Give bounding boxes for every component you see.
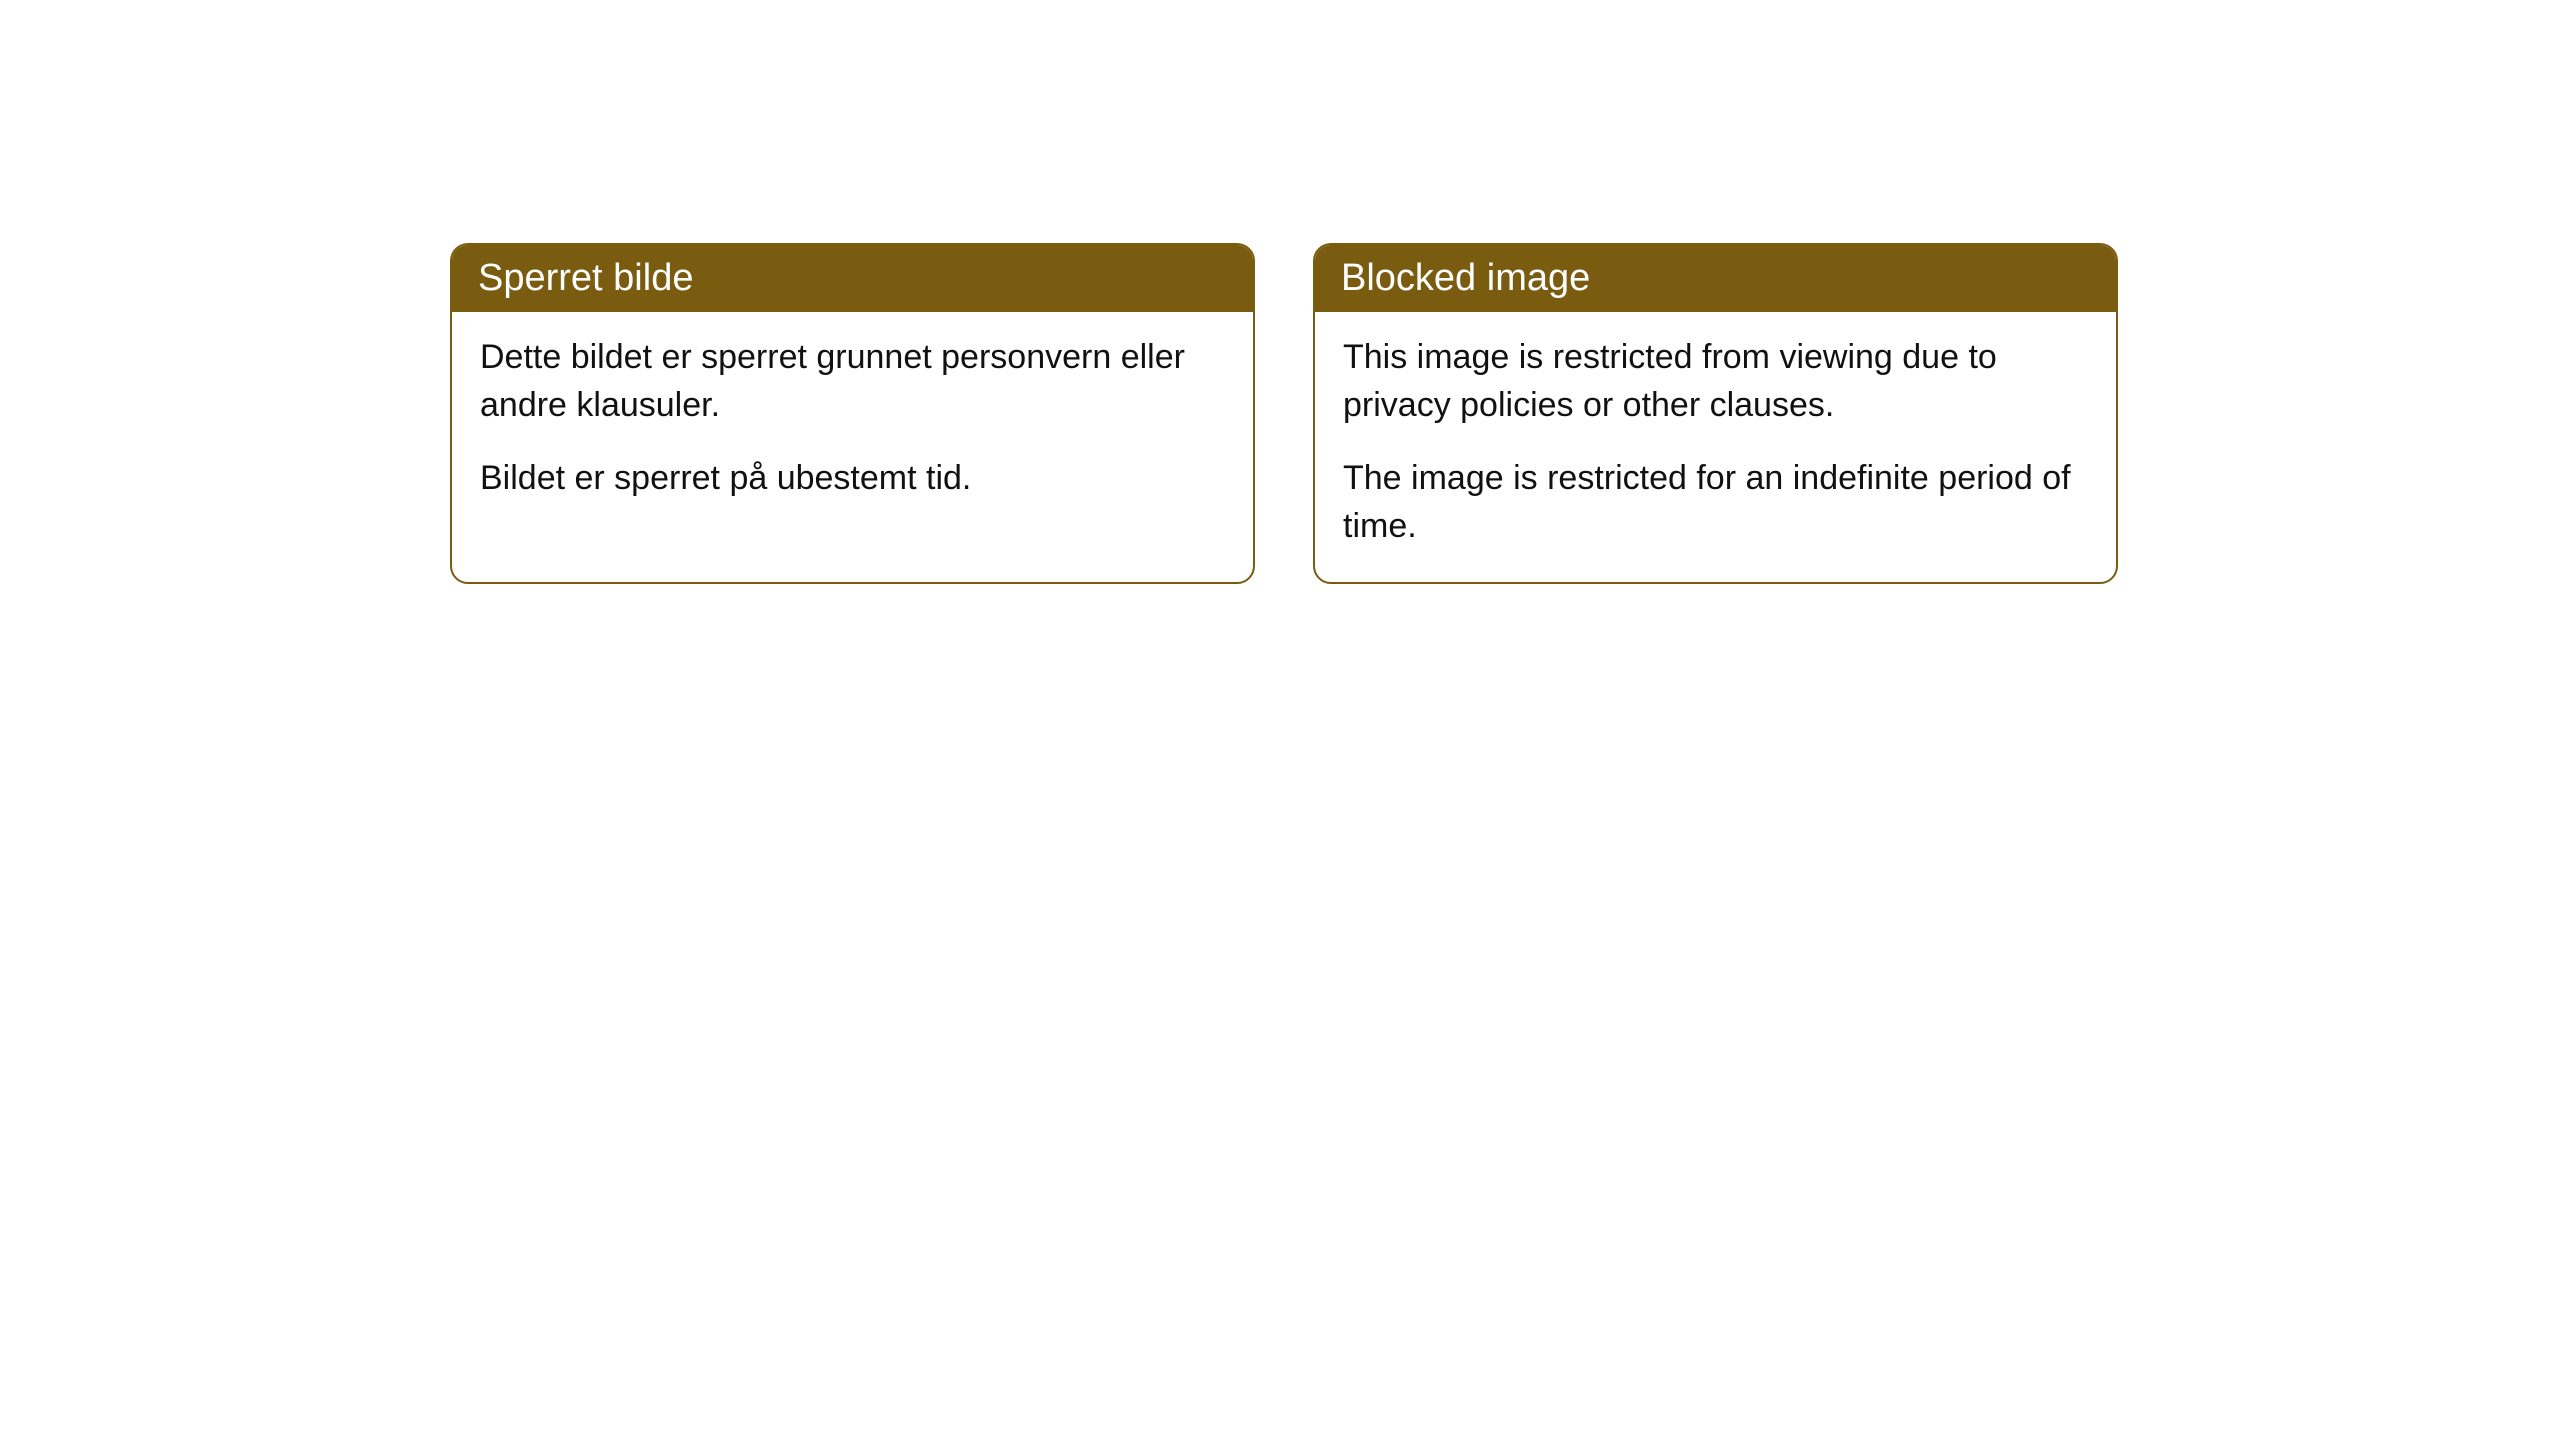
notice-cards-container: Sperret bilde Dette bildet er sperret gr… <box>0 0 2560 584</box>
card-body: Dette bildet er sperret grunnet personve… <box>452 312 1253 535</box>
card-paragraph-2: Bildet er sperret på ubestemt tid. <box>480 455 1225 503</box>
card-title: Sperret bilde <box>478 257 693 299</box>
card-paragraph-1: This image is restricted from viewing du… <box>1343 334 2088 429</box>
card-header: Sperret bilde <box>452 245 1253 312</box>
card-header: Blocked image <box>1315 245 2116 312</box>
card-paragraph-1: Dette bildet er sperret grunnet personve… <box>480 334 1225 429</box>
card-body: This image is restricted from viewing du… <box>1315 312 2116 582</box>
card-paragraph-2: The image is restricted for an indefinit… <box>1343 455 2088 550</box>
card-title: Blocked image <box>1341 257 1590 299</box>
notice-card-english: Blocked image This image is restricted f… <box>1313 243 2118 584</box>
notice-card-norwegian: Sperret bilde Dette bildet er sperret gr… <box>450 243 1255 584</box>
